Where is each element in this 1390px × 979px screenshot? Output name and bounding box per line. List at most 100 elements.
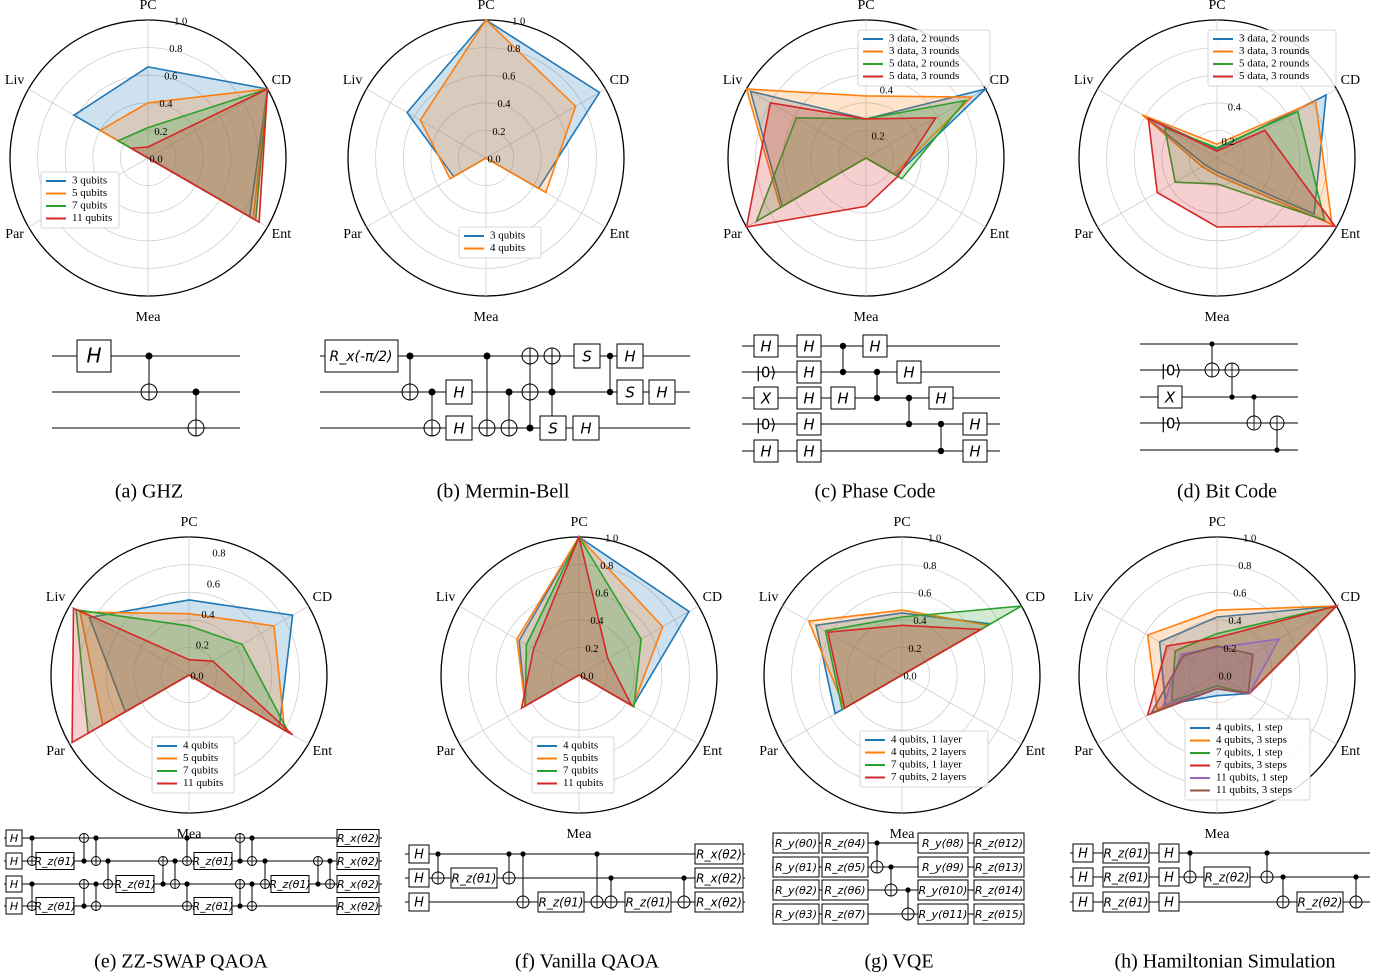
legend-label: 11 qubits, 3 steps bbox=[1216, 784, 1292, 796]
series-4-qubits bbox=[419, 18, 577, 194]
gate-box bbox=[5, 852, 23, 870]
caption-b: (b) Mermin-Bell bbox=[437, 481, 570, 503]
control-dot bbox=[873, 368, 881, 376]
axis-label-cd: CD bbox=[313, 590, 332, 605]
control-dot bbox=[172, 858, 178, 864]
gate-box bbox=[1102, 842, 1150, 864]
legend-label: 7 qubits bbox=[563, 765, 598, 777]
axis-label-pc: PC bbox=[477, 0, 494, 13]
control-dot bbox=[327, 858, 333, 864]
legend-label: 4 qubits, 1 layer bbox=[891, 734, 962, 746]
gate-label: R_y(θ0) bbox=[775, 837, 817, 850]
axis-label-ent: Ent bbox=[1026, 744, 1046, 759]
legend-label: 11 qubits bbox=[563, 777, 603, 789]
tick-label: 1.0 bbox=[1243, 533, 1256, 544]
gate-box bbox=[76, 339, 112, 373]
control-dot bbox=[237, 903, 243, 909]
legend-label: 3 qubits bbox=[490, 230, 525, 242]
gate-label: H bbox=[656, 384, 667, 402]
control-dot bbox=[905, 420, 913, 428]
series-5-data-2-rounds bbox=[1163, 110, 1326, 222]
legend-label: 5 data, 3 rounds bbox=[1239, 70, 1309, 82]
gate-box bbox=[694, 867, 744, 889]
tick-label: 0.4 bbox=[880, 85, 894, 96]
tick-label: 0.6 bbox=[595, 589, 608, 600]
legend-label: 11 qubits, 1 step bbox=[1216, 772, 1288, 784]
control-dot bbox=[262, 858, 268, 864]
control-dot bbox=[905, 887, 911, 893]
axis-label-par: Par bbox=[5, 227, 24, 242]
gate-box bbox=[5, 897, 23, 915]
axis-label-liv: Liv bbox=[1074, 590, 1093, 605]
tick-label: 0.4 bbox=[590, 616, 604, 627]
tick-label: 0.2 bbox=[585, 644, 598, 655]
tick-label: 0.0 bbox=[1218, 671, 1231, 682]
legend-label: 4 qubits bbox=[490, 242, 525, 254]
tick-label: 0.8 bbox=[1238, 561, 1251, 572]
legend-label: 3 qubits bbox=[72, 175, 107, 187]
gate-box bbox=[896, 360, 922, 384]
gate-label: R_z(θ5) bbox=[824, 861, 865, 874]
gate-box bbox=[753, 386, 779, 410]
control-dot bbox=[435, 851, 441, 857]
gate-label: H bbox=[803, 443, 814, 461]
tick-label: 0.6 bbox=[918, 589, 931, 600]
gate-label: H bbox=[10, 832, 18, 845]
caption-f: (f) Vanilla QAOA bbox=[515, 951, 660, 973]
gate-label: R_z(θ6) bbox=[824, 884, 865, 897]
circuit-mermin-bell: R_x(-π/2)HH S HS HS H bbox=[320, 339, 690, 441]
control-dot bbox=[937, 420, 945, 428]
gate-label: H bbox=[414, 896, 424, 911]
ket-zero: |0⟩ bbox=[1161, 415, 1181, 433]
control-dot bbox=[483, 352, 491, 360]
radar-spoke bbox=[366, 88, 487, 159]
gate-label: R_z(θ2) bbox=[1205, 871, 1250, 885]
axis-label-ent: Ent bbox=[1341, 227, 1361, 242]
caption-a: (a) GHZ bbox=[115, 481, 183, 503]
gate-label: R_y(θ3) bbox=[775, 908, 817, 921]
axis-label-cd: CD bbox=[610, 73, 629, 88]
gate-label: R_z(θ15) bbox=[975, 908, 1023, 921]
gate-label: H bbox=[969, 443, 980, 461]
axis-label-pc: PC bbox=[857, 0, 874, 13]
control-dot bbox=[81, 858, 87, 864]
legend-label: 7 qubits bbox=[72, 200, 107, 212]
caption-e: (e) ZZ-SWAP QAOA bbox=[94, 951, 268, 973]
gate-box bbox=[917, 856, 969, 878]
gate-box bbox=[115, 875, 155, 893]
legend-box bbox=[531, 736, 615, 794]
axis-label-mea: Mea bbox=[1205, 310, 1231, 325]
gate-label: R_y(θ8) bbox=[922, 837, 964, 850]
axis-label-ent: Ent bbox=[990, 227, 1010, 242]
gate-label: R_z(θ1) bbox=[192, 855, 233, 868]
gate-box bbox=[973, 903, 1025, 925]
control-dot bbox=[606, 352, 614, 360]
axis-label-ent: Ent bbox=[313, 744, 333, 759]
tick-label: 1.0 bbox=[512, 16, 525, 27]
series-11-qubits bbox=[128, 87, 269, 224]
gate-box bbox=[336, 875, 380, 893]
gate-label: H bbox=[803, 390, 814, 408]
tick-label: 1.0 bbox=[605, 533, 618, 544]
axis-label-par: Par bbox=[1074, 744, 1093, 759]
gate-box bbox=[537, 891, 585, 913]
control-dot bbox=[505, 388, 513, 396]
gate-box bbox=[862, 334, 888, 358]
axis-label-par: Par bbox=[759, 744, 778, 759]
gate-label: H bbox=[837, 390, 848, 408]
gate-label: R_y(θ2) bbox=[775, 884, 817, 897]
gate-label: R_x(-π/2) bbox=[329, 349, 392, 365]
gate-box bbox=[35, 897, 75, 915]
gate-label: H bbox=[1078, 896, 1088, 911]
control-dot bbox=[594, 851, 600, 857]
control-dot bbox=[1280, 874, 1286, 880]
axis-label-ent: Ent bbox=[610, 227, 630, 242]
legend-box bbox=[458, 226, 542, 259]
circuit-hamiltonian-simulation: HHHR_z(θ1)R_z(θ1)R_z(θ1)HHHR_z(θ2)R_z(θ2… bbox=[1070, 842, 1370, 913]
caption-d: (d) Bit Code bbox=[1177, 481, 1277, 503]
gate-label: H bbox=[624, 348, 635, 366]
radar-chart-b: PC CD Ent Mea Par Liv 0.0 0.2 0.4 0.6 0.8 1.0 3 qubi… bbox=[343, 0, 629, 503]
gate-box bbox=[1102, 866, 1150, 888]
tick-label: 1.0 bbox=[174, 16, 187, 27]
